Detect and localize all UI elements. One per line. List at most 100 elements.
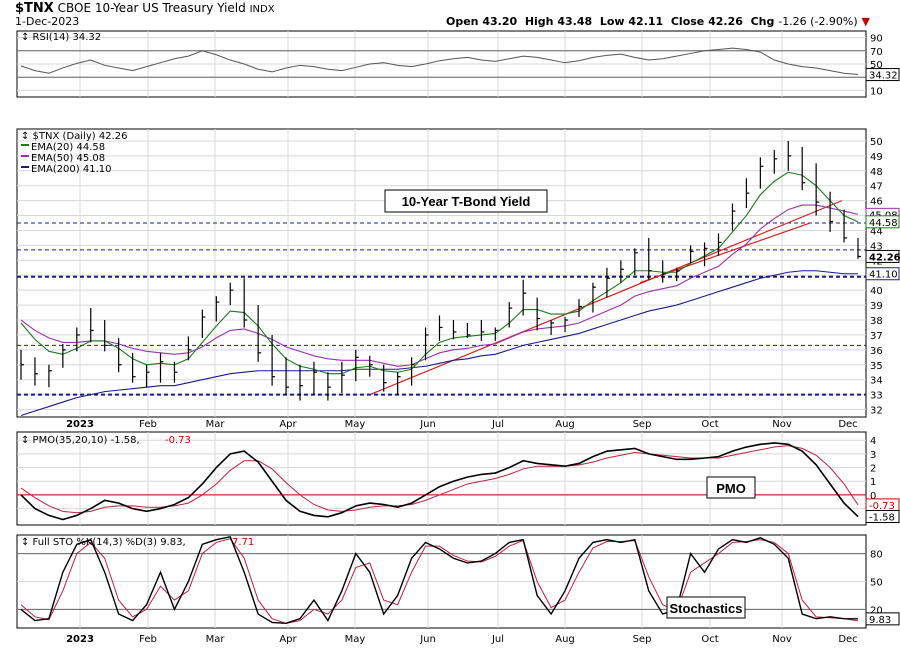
high-value: 43.48	[557, 15, 593, 28]
price-bar	[271, 334, 276, 386]
price-bar	[34, 357, 38, 386]
x-month-label: Nov	[772, 419, 792, 430]
price-y-tick: 36	[870, 346, 883, 357]
ohlc-readout: Open 43.20 High 43.48 Low 42.11 Close 42…	[446, 15, 870, 28]
price-bar	[508, 302, 513, 328]
open-label: Open	[445, 15, 479, 28]
price-bar	[536, 297, 541, 331]
pmo-y-tick: 3	[870, 450, 876, 461]
price-bar	[466, 322, 471, 338]
price-bar	[773, 149, 778, 174]
high-label: High	[524, 15, 554, 28]
x-month-label: May	[345, 419, 366, 430]
price-y-tick: 39	[870, 301, 883, 312]
chart-header: $TNX CBOE 10-Year US Treasury Yield INDX…	[0, 0, 900, 28]
price-bar	[648, 237, 652, 280]
price-bar	[801, 146, 806, 191]
x-month-label: Apr	[279, 419, 297, 430]
price-y-tick: 50	[870, 137, 883, 148]
sto-d-line	[20, 538, 859, 624]
price-bar	[383, 364, 387, 392]
price-bar	[411, 357, 415, 386]
pmo-last-value: -1.58	[869, 513, 895, 524]
symbol-description: CBOE 10-Year US Treasury Yield	[57, 1, 246, 15]
price-y-tick: 33	[870, 391, 883, 402]
x-month-label: Feb	[139, 419, 157, 430]
price-bar	[90, 308, 94, 343]
x-month-label-bottom: Nov	[772, 634, 792, 645]
price-bar	[424, 327, 429, 361]
sto-legend-d: 7.71	[232, 537, 254, 548]
pmo-y-tick: 2	[870, 464, 876, 475]
pmo-signal-line	[20, 445, 859, 514]
price-bar	[731, 203, 736, 231]
sto-k-line	[20, 536, 859, 625]
x-month-label-bottom: Mar	[206, 634, 226, 645]
price-bar	[815, 163, 820, 216]
price-bar	[689, 245, 694, 264]
price-bar	[48, 364, 52, 388]
price-bar	[369, 355, 373, 377]
price-bar	[313, 361, 317, 395]
low-label: Low	[599, 15, 625, 28]
x-month-label: Dec	[838, 419, 857, 430]
pmo-y-tick: 4	[870, 436, 876, 447]
price-bar	[62, 343, 66, 368]
price-y-tick: 37	[870, 331, 883, 342]
price-y-tick: 47	[870, 182, 883, 193]
price-bar	[787, 140, 792, 171]
price-bar	[662, 260, 666, 283]
pmo-legend-name: ↕ PMO(35,20,10) -1.58,	[21, 435, 140, 446]
price-bar	[703, 242, 708, 267]
price-y-tick: 38	[870, 316, 883, 327]
chart-date: 1-Dec-2023	[15, 15, 80, 28]
price-bar	[20, 349, 24, 380]
sto-annotation: Stochastics	[670, 601, 743, 616]
price-bar	[843, 209, 848, 243]
close-value: 42.26	[708, 15, 743, 28]
price-bar	[564, 317, 569, 332]
price-bar	[104, 320, 108, 352]
price-bar	[745, 178, 750, 209]
price-bar	[494, 327, 499, 341]
ema200-line	[20, 270, 858, 417]
pmo-last-value: -0.73	[869, 501, 895, 512]
rsi-y-tick: 50	[870, 60, 883, 71]
chg-value: -1.26 (-2.90%)	[778, 15, 858, 28]
x-month-label-bottom: Sep	[633, 634, 652, 645]
price-last-box	[865, 267, 900, 281]
price-bar	[243, 278, 248, 328]
price-last-box	[865, 249, 900, 263]
price-bar	[759, 157, 764, 189]
price-bar	[257, 305, 262, 362]
price-bar	[76, 327, 80, 352]
x-month-label: Aug	[555, 419, 575, 430]
price-y-tick: 44	[870, 226, 883, 237]
rising-trendline	[369, 200, 843, 396]
rsi-line	[20, 47, 859, 76]
price-bar	[229, 282, 234, 306]
price-legend-item: EMA(20) 44.58	[31, 142, 105, 153]
price-last-box	[865, 215, 900, 229]
price-y-tick: 49	[870, 152, 883, 163]
x-month-label: Jul	[491, 419, 504, 430]
price-bar	[299, 364, 303, 401]
price-y-tick: 35	[870, 361, 883, 372]
price-y-tick: 48	[870, 167, 883, 178]
price-y-tick: 34	[870, 376, 883, 387]
price-bar	[159, 352, 164, 383]
price-bar	[201, 309, 206, 338]
price-bar	[578, 299, 582, 318]
price-legend-item: EMA(50) 45.08	[31, 153, 105, 164]
x-month-label-bottom: Jul	[491, 634, 504, 645]
x-month-label-bottom: Aug	[555, 634, 575, 645]
down-triangle-icon: ▼	[861, 15, 870, 28]
price-bar	[452, 320, 457, 340]
x-month-label-bottom: Jun	[419, 634, 436, 645]
x-month-label-bottom: 2023	[66, 634, 94, 645]
price-bar	[355, 349, 359, 382]
pmo-y-tick: 1	[870, 477, 876, 488]
price-bar	[327, 372, 331, 401]
rsi-y-tick: 90	[870, 34, 883, 45]
